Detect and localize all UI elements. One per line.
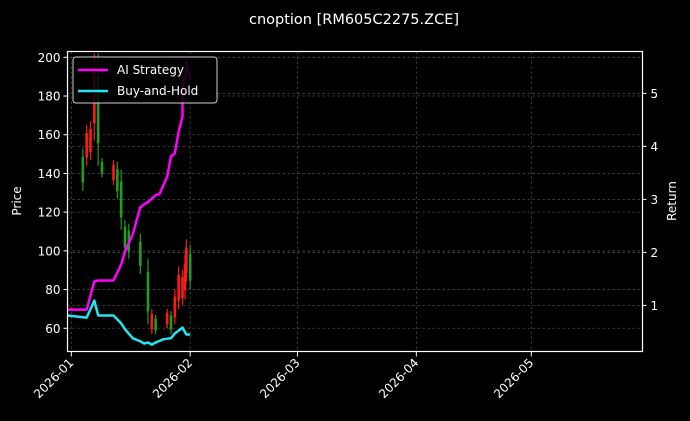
- candle-body: [119, 181, 123, 218]
- y-tick-label-left: 60: [45, 322, 60, 336]
- candle-body: [139, 241, 142, 266]
- candlesticks: [81, 53, 192, 335]
- candle-body: [123, 226, 127, 248]
- y-tick-label-right: 2: [651, 246, 659, 260]
- candle-body: [112, 164, 115, 181]
- candle-body: [89, 128, 92, 153]
- candle-body: [96, 75, 100, 144]
- y-tick-label-right: 5: [651, 87, 659, 101]
- series-line-buy-and-hold: [67, 299, 191, 346]
- x-tick-label: 2026-03: [257, 356, 302, 401]
- x-tick-label: 2026-02: [150, 356, 195, 401]
- candle-body: [85, 133, 88, 158]
- candle-body: [116, 169, 119, 192]
- grid-lines: [67, 51, 643, 352]
- candle-body: [188, 253, 192, 281]
- legend-label-ai-strategy: AI Strategy: [117, 63, 184, 77]
- candle-body: [173, 296, 177, 318]
- candle-body: [165, 312, 169, 325]
- series-lines: [67, 60, 192, 346]
- candle-body: [183, 263, 187, 291]
- y-tick-label-left: 120: [38, 206, 61, 220]
- legend-box: [72, 56, 218, 104]
- plot-frame: [66, 50, 644, 353]
- y-tick-label-left: 80: [45, 283, 60, 297]
- chart-title: cnoption [RM605C2275.ZCE]: [249, 12, 459, 28]
- y-tick-label-right: 3: [651, 193, 659, 207]
- candle-body: [154, 318, 157, 331]
- candle-body: [100, 161, 104, 174]
- candle-body: [169, 315, 173, 330]
- candle-body: [177, 274, 180, 301]
- y-axis-right-title: Return: [665, 181, 679, 221]
- candle-body: [150, 313, 154, 330]
- x-axis: 2026-01 2026-02 2026-03 2026-04 2026-05: [31, 351, 536, 401]
- y-tick-label-right: 1: [651, 299, 659, 313]
- x-tick-label: 2026-01: [31, 356, 76, 401]
- y-tick-label-left: 180: [38, 90, 61, 104]
- y-tick-label-left: 140: [38, 167, 61, 181]
- legend: AI Strategy Buy-and-Hold: [72, 56, 218, 104]
- y-tick-label-left: 200: [38, 51, 61, 65]
- y-tick-label-right: 4: [651, 140, 659, 154]
- legend-label-buy-and-hold: Buy-and-Hold: [117, 84, 198, 98]
- y-tick-label-left: 160: [38, 128, 61, 142]
- y-axis-right: 1 2 3 4 5: [642, 87, 659, 313]
- candle-body: [181, 277, 184, 299]
- candle-body: [146, 271, 150, 312]
- x-tick-label: 2026-05: [491, 356, 536, 401]
- y-tick-label-left: 100: [38, 244, 61, 258]
- y-axis-left-title: Price: [10, 186, 24, 215]
- y-axis-left: 60 80 100 120 140 160 180 200: [38, 51, 68, 336]
- candle-body: [81, 156, 85, 183]
- x-tick-label: 2026-04: [376, 356, 421, 401]
- candle-body: [185, 247, 188, 274]
